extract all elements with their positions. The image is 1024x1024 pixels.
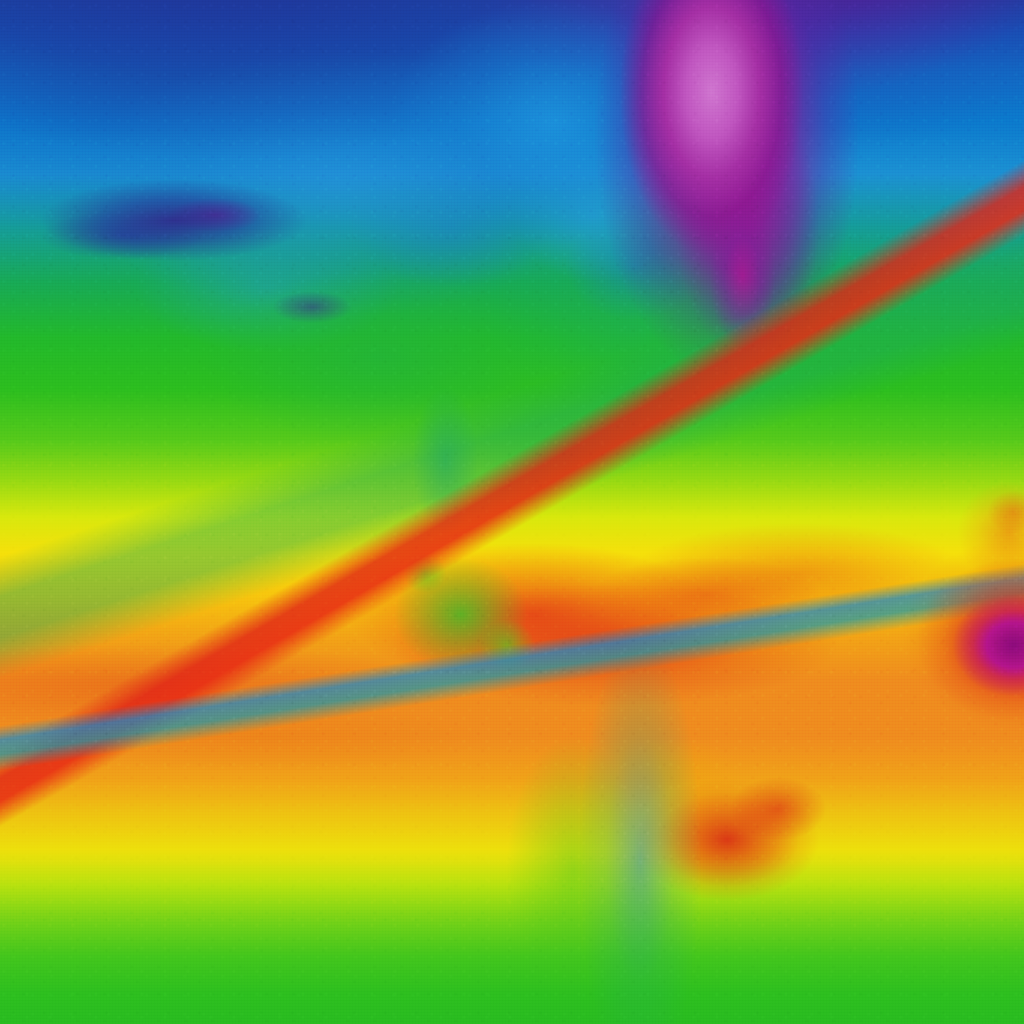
- sahara-extreme-heat-layer: [0, 0, 1024, 1024]
- temperature-map-canvas: [0, 0, 1024, 1024]
- zonal-temperature-bands-layer: [0, 0, 1024, 1024]
- model-grid-texture-layer: [0, 0, 1024, 1024]
- iberia-warm-layer: [0, 0, 1024, 1024]
- alaska-yukon-cold-layer: [0, 0, 1024, 1024]
- amazon-basin-heat-layer: [0, 0, 1024, 1024]
- arctic-archipelago-layer: [0, 0, 1024, 1024]
- subtropical-hot-belt-layer: [0, 0, 1024, 1024]
- cordillera-highland-layer: [0, 0, 1024, 1024]
- polar-cold-mass-layer: [0, 0, 1024, 1024]
- baja-california-layer: [0, 0, 1024, 1024]
- pixel-grain-layer: [0, 0, 1024, 1024]
- north-america-temperate-layer: [0, 0, 1024, 1024]
- mexican-plateau-layer: [0, 0, 1024, 1024]
- equatorial-warm-tongue-layer: [0, 0, 1024, 1024]
- canada-cold-pool-layer: [0, 0, 1024, 1024]
- andes-cold-spine-layer: [0, 0, 1024, 1024]
- greenland-ice-sheet-layer: [0, 0, 1024, 1024]
- peru-coast-layer: [0, 0, 1024, 1024]
- southern-hemisphere-cooling-layer: [0, 0, 1024, 1024]
- andes-highland-layer: [0, 0, 1024, 1024]
- greenland-southern-tip-layer: [0, 0, 1024, 1024]
